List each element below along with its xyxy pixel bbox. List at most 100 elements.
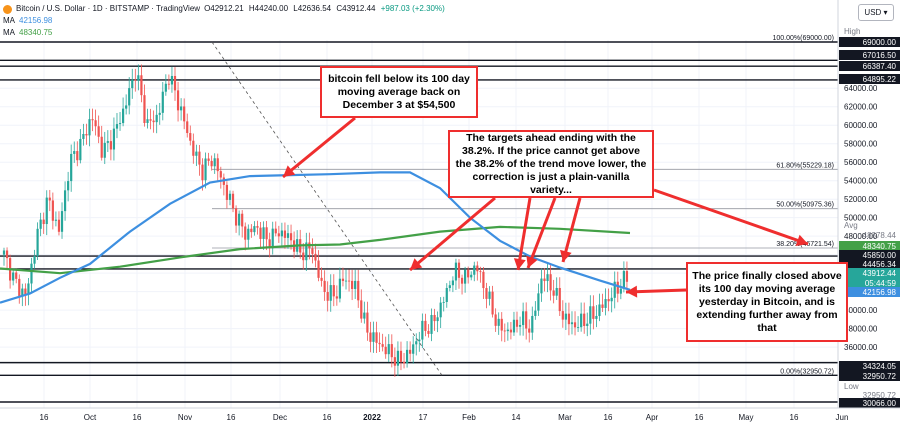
annotation-box-1: bitcoin fell below its 100 day moving av… — [320, 66, 478, 118]
candle-body — [54, 219, 58, 221]
candle-body — [351, 280, 354, 289]
candle-body — [189, 133, 192, 141]
candle-body — [531, 315, 534, 333]
candle-body — [580, 313, 583, 328]
y-tick-label: 64000.00 — [844, 84, 878, 93]
candle-body — [256, 226, 259, 228]
candle-body — [210, 160, 213, 167]
candle-body — [82, 133, 85, 139]
candle-body — [460, 277, 464, 284]
x-tick-label: 2022 — [363, 413, 381, 422]
trend-line — [211, 41, 443, 376]
x-tick-label: 17 — [419, 413, 428, 422]
x-tick-label: Jun — [836, 413, 849, 422]
candle-body — [164, 83, 167, 92]
candle-body — [231, 193, 235, 209]
candle-body — [302, 252, 305, 261]
annotation-text-1: bitcoin fell below its 100 day moving av… — [328, 72, 470, 111]
candle-body — [109, 141, 112, 150]
annotation-box-3: The price finally closed above its 100 d… — [686, 262, 848, 342]
candle-body — [213, 158, 216, 167]
y-tick-label: 38000.00 — [844, 325, 878, 334]
price-tag-label: 64895.22 — [863, 75, 897, 84]
candle-body — [525, 311, 528, 329]
price-tag-label: 67016.50 — [863, 51, 897, 60]
candle-body — [497, 318, 500, 326]
y-tick-label: 56000.00 — [844, 158, 878, 167]
candle-body — [464, 269, 467, 284]
candle-body — [583, 313, 586, 326]
y-tick-label: 40000.00 — [844, 306, 878, 315]
candle-body — [247, 228, 250, 240]
price-tag-label: 48378.44 — [863, 231, 897, 240]
annotation-arrowhead — [526, 255, 538, 268]
candle-body — [546, 274, 549, 282]
candle-body — [375, 332, 378, 343]
candle-body — [118, 123, 122, 125]
ma1-value: 42156.98 — [19, 16, 53, 25]
candle-body — [326, 292, 329, 301]
candle-body — [500, 318, 503, 331]
annotation-box-2: The targets ahead ending with the 38.2%.… — [448, 130, 654, 198]
candle-body — [518, 325, 522, 327]
candle-body — [418, 339, 421, 342]
y-tick-label: 52000.00 — [844, 195, 878, 204]
candle-body — [396, 350, 400, 366]
candle-body — [335, 296, 338, 299]
candle-body — [357, 280, 360, 301]
y-tick-label: 60000.00 — [844, 121, 878, 130]
candle-body — [268, 239, 271, 249]
candle-body — [103, 142, 106, 158]
candle-body — [616, 281, 619, 294]
candle-body — [186, 121, 189, 134]
candle-body — [488, 291, 491, 299]
candle-body — [225, 184, 229, 200]
candle-body — [286, 233, 290, 238]
candle-body — [280, 230, 283, 237]
candle-body — [473, 265, 476, 275]
candle-body — [24, 288, 27, 295]
candle-body — [625, 271, 629, 282]
candle-body — [112, 128, 116, 150]
ma2-row[interactable]: MA 48340.75 — [3, 27, 448, 39]
price-tag-label: 69000.00 — [863, 38, 897, 47]
ohlc-open: O42912.21 — [204, 4, 244, 13]
price-tag-bg — [839, 268, 900, 278]
ma2-label: MA — [3, 28, 15, 37]
candle-body — [143, 95, 146, 123]
candle-body — [457, 262, 461, 278]
time-axis: 16 Oct 16 Nov 16 Dec 16 2022 17 Feb 14 Mar 16 Apr 16 Ma… — [0, 407, 900, 422]
candle-body — [216, 158, 219, 172]
candle-body — [528, 328, 531, 333]
candle-body — [51, 200, 54, 221]
currency-button[interactable]: USD ▾ — [858, 4, 894, 21]
candle-body — [387, 344, 390, 355]
ma1-row[interactable]: MA 42156.98 — [3, 15, 448, 27]
candle-body — [430, 315, 433, 334]
candle-body — [347, 280, 351, 282]
candle-body — [57, 219, 61, 232]
candle-body — [341, 278, 345, 282]
annotation-arrow — [516, 197, 532, 271]
candle-body — [601, 304, 604, 308]
candle-body — [289, 233, 293, 241]
annotation-arrow — [282, 116, 356, 179]
candle-body — [506, 329, 509, 332]
candle-body — [228, 193, 232, 200]
price-axis-bg — [838, 0, 900, 428]
candle-body — [140, 75, 143, 96]
candle-body — [436, 317, 439, 322]
candle-body — [354, 280, 357, 289]
candle-body — [33, 255, 36, 264]
x-tick-label: May — [738, 413, 753, 422]
candle-body — [558, 287, 561, 312]
price-tag-label: 43912.44 — [863, 269, 897, 278]
candle-body — [494, 314, 497, 326]
candle-body — [73, 151, 76, 154]
candle-body — [63, 190, 67, 212]
horizontal-levels — [0, 41, 838, 403]
candle-body — [219, 171, 222, 178]
annotation-arrow — [561, 197, 582, 263]
